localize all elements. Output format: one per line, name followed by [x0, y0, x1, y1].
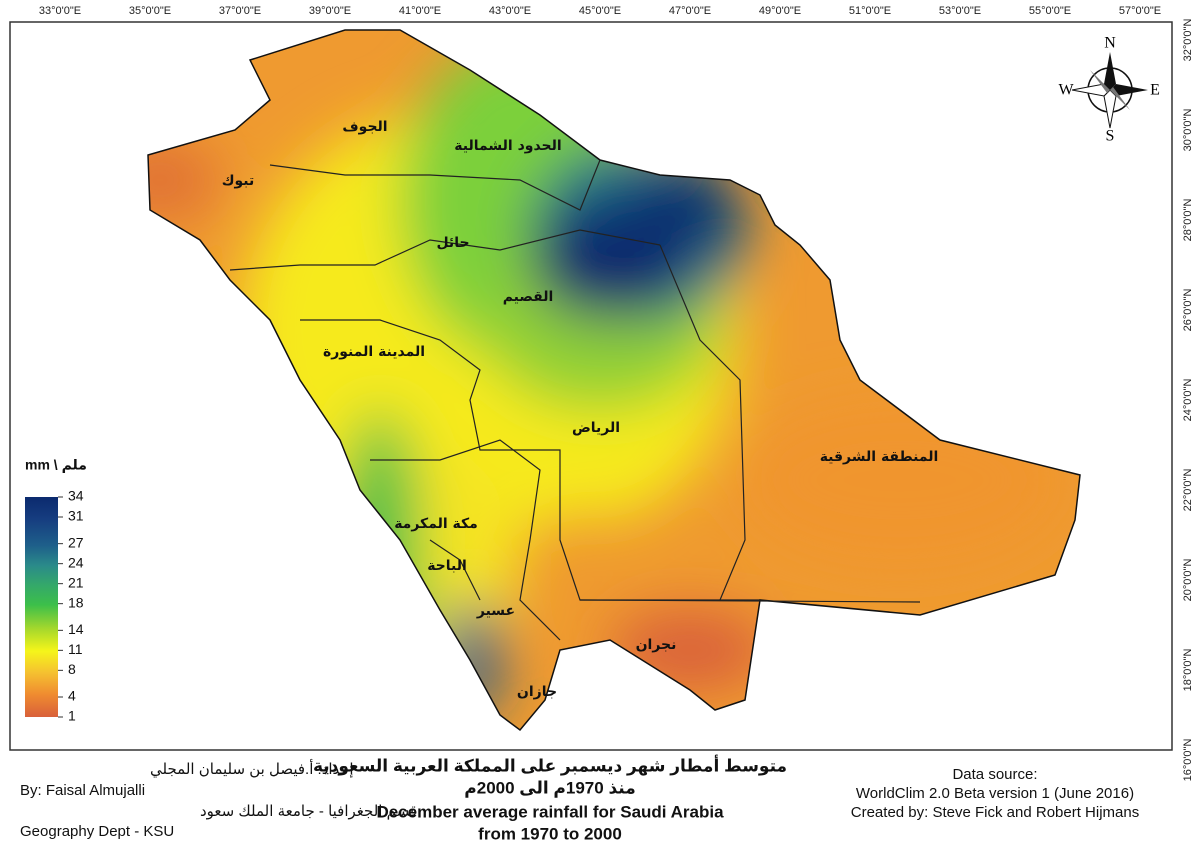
region-label: القصيم — [503, 289, 554, 305]
source-line: Data source: — [952, 766, 1037, 783]
longitude-label: 35°0'0"E — [129, 5, 171, 17]
longitude-label: 33°0'0"E — [39, 5, 81, 17]
legend-colorbar — [25, 497, 58, 717]
longitude-label: 53°0'0"E — [939, 5, 981, 17]
legend-tick-label: 21 — [68, 574, 84, 590]
longitude-label: 51°0'0"E — [849, 5, 891, 17]
region-label: المنطقة الشرقية — [820, 449, 939, 465]
legend-tick-label: 24 — [68, 554, 84, 570]
region-label: الحدود الشمالية — [454, 138, 561, 154]
region-label: الرياض — [572, 420, 620, 436]
longitude-label: 55°0'0"E — [1029, 5, 1071, 17]
region-label: نجران — [636, 637, 677, 653]
region-label: تبوك — [222, 173, 255, 189]
legend-title: mm \ ملم — [25, 457, 87, 473]
title-en-2: from 1970 to 2000 — [478, 824, 622, 843]
title-en-1: December average rainfall for Saudi Arab… — [376, 802, 724, 821]
legend-tick-label: 31 — [68, 508, 84, 524]
compass-e: E — [1150, 82, 1160, 99]
latitude-label: 32°0'0"N — [1182, 19, 1194, 62]
longitude-label: 43°0'0"E — [489, 5, 531, 17]
author-en-dept: Geography Dept - KSU — [20, 823, 174, 840]
source-line: WorldClim 2.0 Beta version 1 (June 2016) — [856, 785, 1134, 802]
longitude-label: 37°0'0"E — [219, 5, 261, 17]
compass-rose — [1071, 52, 1148, 129]
compass-s: S — [1106, 128, 1115, 145]
legend-ticks: 34 31 27 24 21 18 14 11 8 4 1 — [58, 488, 84, 724]
latitude-label: 20°0'0"N — [1182, 559, 1194, 602]
latitude-label: 26°0'0"N — [1182, 289, 1194, 332]
data-source: Data source: WorldClim 2.0 Beta version 1… — [851, 766, 1139, 821]
legend-tick-label: 8 — [68, 661, 76, 677]
legend-tick-label: 4 — [68, 688, 76, 704]
title-ar-2: منذ 1970م الى 2000م — [464, 778, 635, 797]
legend-tick-label: 34 — [68, 488, 84, 504]
latitude-label: 30°0'0"N — [1182, 109, 1194, 152]
latitude-label: 16°0'0"N — [1182, 739, 1194, 782]
legend-tick-label: 27 — [68, 534, 84, 550]
region-label: جازان — [517, 684, 557, 700]
graticule-labels: 33°0'0"E 35°0'0"E 37°0'0"E 39°0'0"E 41°0'0"E… — [39, 5, 1194, 782]
legend-tick-label: 18 — [68, 594, 84, 610]
region-label: الباحة — [427, 558, 467, 574]
author-en-name: By: Faisal Almujalli — [20, 782, 145, 799]
region-labels: الجوف تبوك الحدود الشمالية حائل القصيم المدين… — [222, 119, 939, 700]
legend-tick-label: 1 — [68, 708, 76, 724]
longitude-label: 47°0'0"E — [669, 5, 711, 17]
latitude-label: 18°0'0"N — [1182, 649, 1194, 692]
region-label: المدينة المنورة — [323, 344, 425, 360]
compass-w: W — [1058, 82, 1074, 99]
author-ar-name: إعداد: أ.فيصل بن سليمان المجلي — [150, 759, 354, 779]
region-borders — [229, 159, 921, 641]
source-line: Created by: Steve Fick and Robert Hijman… — [851, 804, 1139, 821]
compass-n: N — [1104, 35, 1116, 52]
title-ar-1: متوسط أمطار شهر ديسمبر على المملكة العرب… — [313, 754, 787, 776]
legend-tick-label: 14 — [68, 621, 84, 637]
region-label: مكة المكرمة — [394, 516, 478, 532]
longitude-label: 57°0'0"E — [1119, 5, 1161, 17]
region-label: حائل — [436, 235, 469, 251]
latitude-label: 28°0'0"N — [1182, 199, 1194, 242]
latitude-label: 24°0'0"N — [1182, 379, 1194, 422]
longitude-label: 41°0'0"E — [399, 5, 441, 17]
longitude-label: 39°0'0"E — [309, 5, 351, 17]
region-label: الجوف — [342, 119, 387, 135]
longitude-label: 49°0'0"E — [759, 5, 801, 17]
region-label: عسير — [476, 603, 515, 619]
latitude-label: 22°0'0"N — [1182, 469, 1194, 512]
legend-tick-label: 11 — [68, 641, 83, 657]
author-ar-dept: قسم الجغرافيا - جامعة الملك سعود — [200, 803, 417, 820]
longitude-label: 45°0'0"E — [579, 5, 621, 17]
